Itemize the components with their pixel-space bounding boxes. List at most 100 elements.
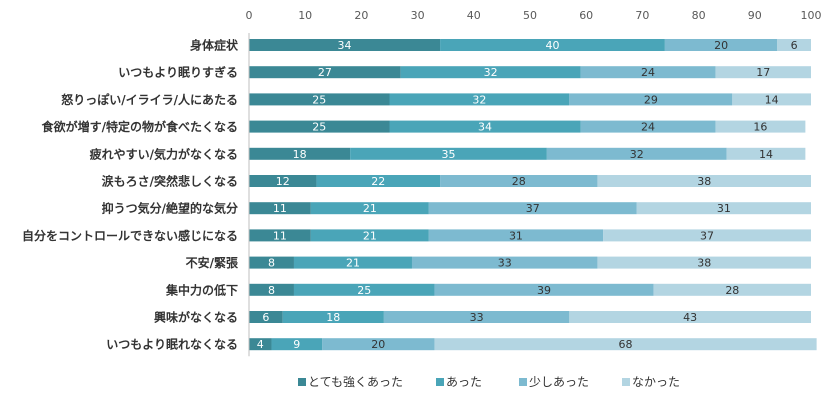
- category-label: 不安/緊張: [186, 255, 239, 270]
- bar-segment: [383, 311, 570, 323]
- data-label: 43: [683, 311, 697, 324]
- bar-segment: [293, 283, 435, 296]
- category-label: いつもより眠れなくなる: [106, 338, 238, 352]
- data-label: 4: [257, 338, 264, 351]
- x-tick-label: 100: [801, 9, 822, 22]
- data-label: 14: [759, 148, 773, 161]
- data-label: 9: [293, 338, 300, 351]
- bar-segment: [434, 338, 817, 351]
- data-label: 38: [697, 175, 711, 188]
- bar-segment: [310, 229, 429, 242]
- bar-segment: [389, 93, 570, 106]
- data-label: 18: [293, 148, 307, 161]
- data-label: 33: [498, 257, 512, 270]
- bar-segment: [249, 39, 441, 51]
- bar-segment: [316, 175, 441, 187]
- bar-segment: [249, 311, 283, 323]
- data-label: 18: [326, 311, 340, 324]
- data-label: 34: [338, 39, 352, 52]
- x-tick-label: 90: [748, 9, 762, 22]
- data-label: 14: [765, 93, 779, 106]
- data-label: 8: [268, 257, 275, 270]
- x-tick-label: 40: [467, 9, 481, 22]
- bar-segment: [636, 202, 811, 215]
- category-label: 怒りっぽい/イライラ/人にあたる: [61, 92, 238, 107]
- data-label: 28: [725, 284, 739, 297]
- bar-segment: [350, 147, 547, 160]
- data-label: 6: [791, 39, 798, 52]
- data-label: 28: [512, 175, 526, 188]
- data-label: 12: [276, 175, 290, 188]
- data-label: 34: [478, 121, 492, 134]
- bar-segment: [249, 147, 351, 160]
- data-label: 39: [537, 284, 551, 297]
- legend-swatch: [622, 378, 630, 386]
- category-label: 涙もろさ/突然悲しくなる: [102, 174, 238, 189]
- data-label: 40: [545, 39, 559, 52]
- data-label: 31: [717, 202, 731, 215]
- data-label: 37: [526, 202, 540, 215]
- data-label: 32: [472, 93, 486, 106]
- bar-segment: [603, 229, 811, 242]
- category-label: いつもより眠りすぎる: [118, 65, 238, 80]
- bar-segment: [580, 120, 716, 133]
- data-label: 24: [641, 121, 655, 134]
- data-label: 21: [363, 229, 377, 242]
- bar-segment: [249, 93, 390, 106]
- data-label: 16: [753, 121, 767, 134]
- data-label: 6: [262, 311, 269, 324]
- category-label: 食欲が増す/特定の物が食べたくなる: [41, 119, 238, 134]
- data-label: 22: [371, 175, 385, 188]
- data-label: 17: [756, 66, 770, 79]
- bar-segment: [249, 283, 294, 296]
- legend-label: なかった: [632, 375, 680, 389]
- bar-segment: [546, 147, 727, 160]
- bar-segment: [428, 229, 604, 242]
- data-label: 32: [484, 66, 498, 79]
- data-label: 27: [318, 66, 332, 79]
- data-label: 25: [357, 284, 371, 297]
- bar-segment: [271, 338, 323, 351]
- bar-segment: [249, 229, 311, 242]
- x-tick-label: 60: [579, 9, 593, 22]
- bar-segment: [249, 120, 390, 133]
- legend-swatch: [436, 378, 444, 386]
- bar-segment: [434, 283, 654, 296]
- bar-segment: [249, 175, 317, 187]
- category-label: 抑うつ気分/絶望的な気分: [102, 201, 238, 216]
- bar-segment: [411, 256, 598, 269]
- bar-segment: [664, 39, 778, 51]
- data-label: 20: [371, 338, 385, 351]
- bars: 34 40 20 6 27 32 24 17 25 32 29 14 25 34 24 16 18 35 32 14 1…: [249, 39, 817, 351]
- data-label: 8: [268, 284, 275, 297]
- data-label: 20: [714, 39, 728, 52]
- bar-segment: [249, 256, 294, 269]
- data-label: 25: [312, 121, 326, 134]
- bar-segment: [715, 66, 811, 79]
- data-label: 29: [644, 93, 658, 106]
- bar-segment: [597, 175, 811, 187]
- data-label: 21: [363, 202, 377, 215]
- bar-segment: [428, 202, 637, 215]
- bar-segment: [282, 311, 384, 323]
- bar-segment: [732, 93, 811, 106]
- category-label: 疲れやすい/気力がなくなる: [90, 146, 238, 161]
- x-axis-tick-labels: 0 10 20 30 40 50 60 70 80 90 100: [246, 9, 822, 22]
- bar-segment: [569, 93, 733, 106]
- bar-segment: [580, 66, 716, 79]
- data-label: 25: [312, 93, 326, 106]
- legend-swatch: [519, 378, 527, 386]
- data-label: 31: [509, 229, 523, 242]
- bar-segment: [400, 66, 581, 79]
- data-label: 24: [641, 66, 655, 79]
- x-tick-label: 70: [635, 9, 649, 22]
- legend-swatch: [298, 378, 306, 386]
- bar-segment: [440, 39, 665, 51]
- category-label: 身体症状: [190, 38, 239, 53]
- bar-segment: [597, 256, 811, 269]
- x-tick-label: 80: [692, 9, 706, 22]
- bar-segment: [726, 147, 806, 160]
- bar-segment: [715, 120, 806, 133]
- data-label: 37: [700, 229, 714, 242]
